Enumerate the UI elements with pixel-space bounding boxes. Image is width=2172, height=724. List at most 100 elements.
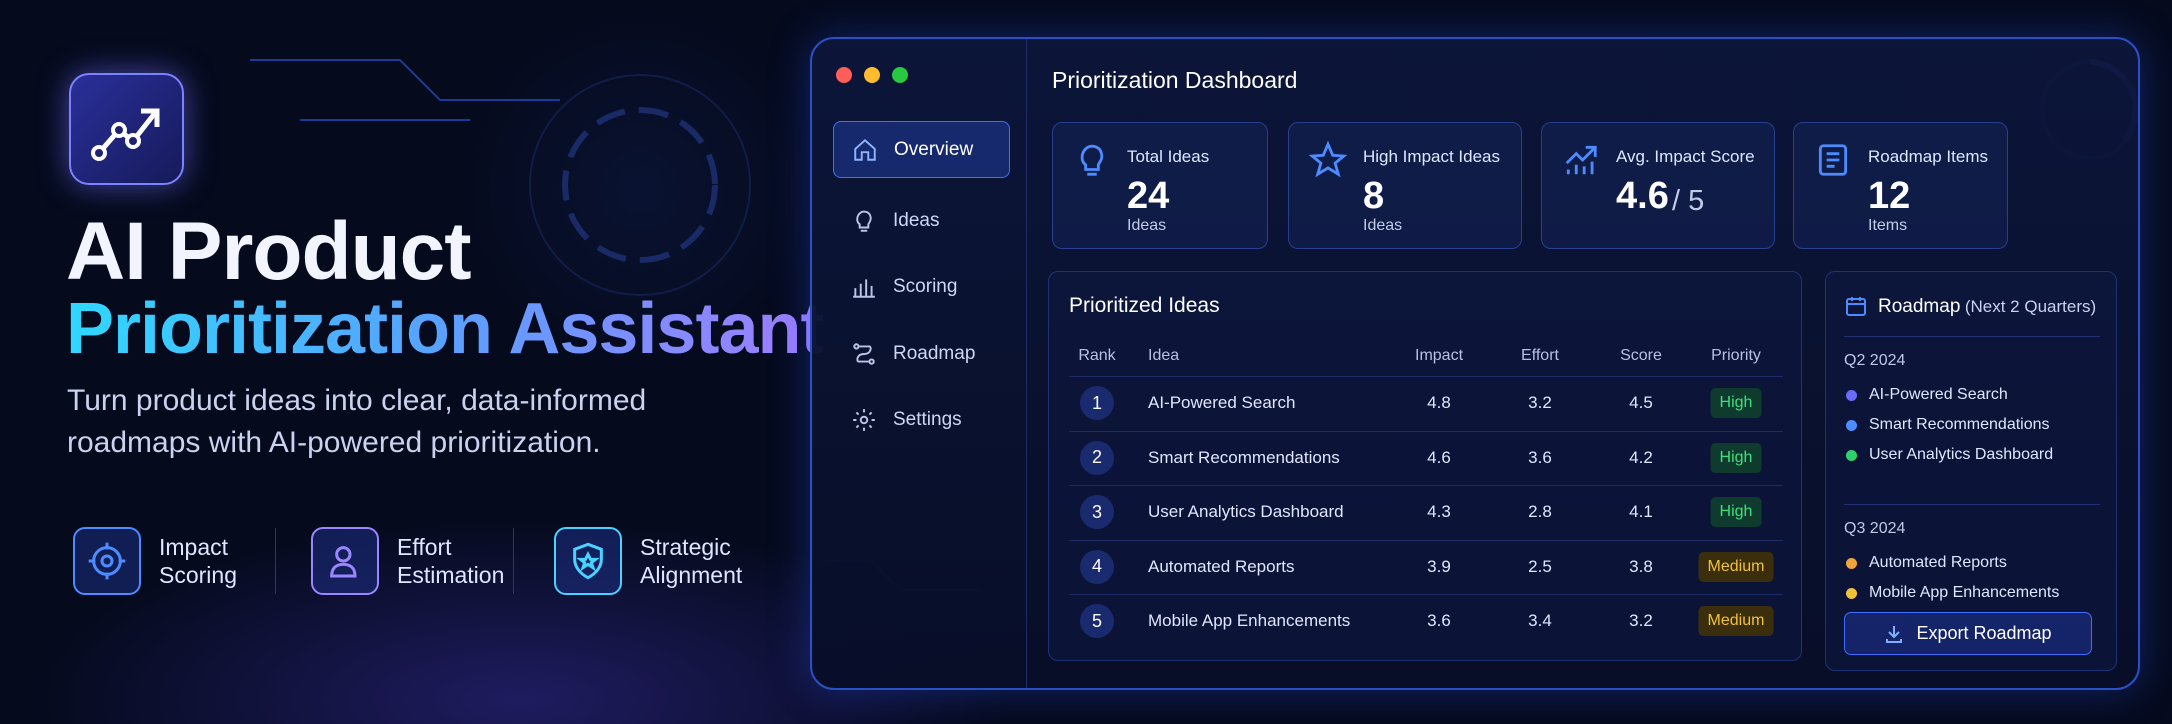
group-divider xyxy=(1844,504,2100,505)
divider xyxy=(275,528,276,594)
nav-item[interactable]: Ideas xyxy=(833,192,1010,249)
stat-unit: / 5 xyxy=(1672,185,1705,217)
stat-unit: Ideas xyxy=(1363,217,1403,234)
window-dot xyxy=(892,67,908,83)
export-button[interactable]: Export Roadmap xyxy=(1844,612,2092,655)
roadmap-item-label: User Analytics Dashboard xyxy=(1869,446,2054,463)
stat-card: Total Ideas 24 Ideas xyxy=(1052,122,1268,249)
rank-badge: 4 xyxy=(1080,549,1114,584)
quarter-label: Q3 2024 xyxy=(1844,520,1906,537)
score-cell: 3.6 xyxy=(1427,611,1451,630)
column-header: Effort xyxy=(1521,347,1559,364)
rank-badge: 1 xyxy=(1080,386,1114,420)
feature-icon xyxy=(73,527,141,595)
nav-label: Settings xyxy=(893,408,962,430)
column-header: Rank xyxy=(1078,347,1116,364)
priority-cell: High xyxy=(1710,497,1762,527)
stat-value: 8 xyxy=(1363,175,1385,217)
feature-label: Impact Scoring xyxy=(159,534,237,588)
rank-cell: 2 xyxy=(1080,440,1114,475)
idea-name: Automated Reports xyxy=(1148,556,1295,576)
calendar-icon xyxy=(1846,297,1866,316)
rank-cell: 5 xyxy=(1080,604,1114,638)
score-cell: 4.8 xyxy=(1427,393,1451,412)
window-dot xyxy=(836,67,852,83)
rank-cell: 1 xyxy=(1080,386,1114,420)
score-cell: 4.1 xyxy=(1629,502,1653,521)
column-header: Idea xyxy=(1148,347,1180,364)
column-header: Score xyxy=(1620,347,1662,364)
row-divider xyxy=(1069,376,1783,377)
feature-label: Effort Estimation xyxy=(397,534,505,588)
nav-label: Ideas xyxy=(893,209,940,231)
priority-badge: Medium xyxy=(1698,551,1774,582)
stat-icon xyxy=(1814,141,1852,184)
group-divider xyxy=(1844,336,2100,337)
idea-name: Smart Recommendations xyxy=(1148,447,1340,467)
feature: Impact Scoring xyxy=(73,525,269,597)
roadmap-item: User Analytics Dashboard xyxy=(1846,446,2053,464)
feature: Strategic Alignment xyxy=(554,525,750,597)
column-header: Priority xyxy=(1711,347,1761,364)
score-cell: 3.2 xyxy=(1528,393,1552,412)
row-divider xyxy=(1069,539,1783,541)
idea-name: AI-Powered Search xyxy=(1148,393,1296,412)
score-cell: 3.8 xyxy=(1629,556,1653,576)
feature-icon xyxy=(554,527,622,595)
priority-badge: High xyxy=(1710,497,1762,527)
nav-item[interactable]: Overview xyxy=(833,121,1010,178)
roadmap-item: Mobile App Enhancements xyxy=(1846,584,2059,602)
export-label: Export Roadmap xyxy=(1916,623,2052,643)
stat-card: High Impact Ideas 8 Ideas xyxy=(1288,122,1522,249)
feature-icon xyxy=(311,527,379,595)
priority-cell: High xyxy=(1710,442,1762,473)
table-title: Prioritized Ideas xyxy=(1069,294,1220,317)
priority-cell: Medium xyxy=(1698,606,1774,636)
divider xyxy=(513,528,514,594)
stat-unit: Ideas xyxy=(1127,217,1167,234)
score-cell: 4.6 xyxy=(1427,447,1451,467)
rank-cell: 4 xyxy=(1080,549,1114,584)
rank-cell: 3 xyxy=(1080,495,1114,529)
stat-value: 12 xyxy=(1868,175,1911,217)
dashboard-title: Prioritization Dashboard xyxy=(1052,67,1298,93)
stat-card: Roadmap Items 12 Items xyxy=(1793,122,2008,249)
score-cell: 3.4 xyxy=(1528,611,1552,630)
app-logo xyxy=(69,73,184,185)
hero-title: AI Product xyxy=(66,206,472,297)
nav-label: Roadmap xyxy=(893,342,976,364)
nav-item[interactable]: Settings xyxy=(833,391,1010,448)
rank-badge: 5 xyxy=(1080,604,1114,638)
nav-item[interactable]: Roadmap xyxy=(833,325,1010,382)
nav-label: Scoring xyxy=(893,275,958,297)
rank-badge: 2 xyxy=(1080,440,1114,475)
priority-badge: Medium xyxy=(1698,606,1774,636)
quarter-label: Q2 2024 xyxy=(1844,352,1906,369)
nav-item[interactable]: Scoring xyxy=(833,258,1010,315)
score-cell: 2.8 xyxy=(1528,502,1552,521)
sidebar: Overview Ideas Scoring Roadmap Settings xyxy=(812,39,1027,688)
roadmap-panel: Roadmap (Next 2 Quarters) Export Roadmap… xyxy=(1825,271,2117,671)
priority-badge: High xyxy=(1710,442,1762,473)
feature-label: Strategic Alignment xyxy=(640,534,743,588)
stat-unit: Items xyxy=(1868,217,1908,234)
idea-name: Mobile App Enhancements xyxy=(1148,611,1351,630)
ideas-table: Prioritized Ideas Rank Idea Impact Effort Sc… xyxy=(1048,271,1802,661)
row-divider xyxy=(1069,485,1783,486)
roadmap-item-label: Mobile App Enhancements xyxy=(1869,584,2060,601)
stat-label: High Impact Ideas xyxy=(1363,147,1501,166)
stat-icon xyxy=(1073,141,1111,184)
roadmap-item-label: AI-Powered Search xyxy=(1869,386,2008,403)
score-cell: 4.5 xyxy=(1629,393,1653,412)
stat-label: Avg. Impact Score xyxy=(1616,147,1755,166)
app-window: Overview Ideas Scoring Roadmap Settings Prio… xyxy=(810,37,2140,690)
stat-icon xyxy=(1308,140,1348,184)
stat-value: 4.6 xyxy=(1616,175,1669,217)
priority-cell: Medium xyxy=(1698,551,1774,582)
row-divider xyxy=(1069,594,1783,595)
roadmap-item-label: Automated Reports xyxy=(1869,554,2007,571)
score-cell: 3.6 xyxy=(1528,447,1552,467)
hero-title-accent: Prioritization Assistant xyxy=(66,289,824,369)
roadmap-title: Roadmap xyxy=(1878,296,1961,317)
